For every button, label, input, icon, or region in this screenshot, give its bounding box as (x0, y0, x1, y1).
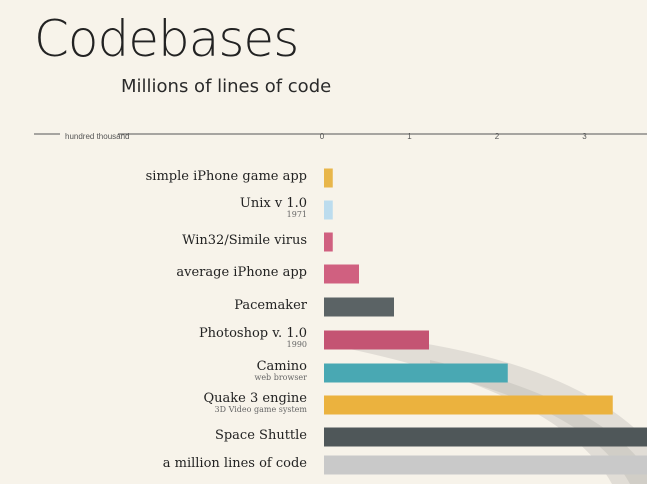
tick-label: 0 (320, 132, 325, 141)
bar (324, 168, 333, 188)
bar (324, 232, 333, 252)
tick-label: 2 (495, 132, 500, 141)
bar (324, 264, 359, 284)
category-label: Unix v 1.0 1971 (240, 197, 307, 219)
tick-label: 1 (407, 132, 412, 141)
category-label: Photoshop v. 1.0 1990 (199, 327, 307, 349)
category-label: simple iPhone game app (146, 170, 307, 183)
category-sublabel: 3D Video game system (214, 405, 307, 414)
category-name: a million lines of code (162, 456, 307, 471)
category-name: Photoshop v. 1.0 (198, 326, 307, 341)
axis-unit-label: hundred thousand (65, 132, 130, 141)
tick-label: 3 (582, 132, 587, 141)
category-label: average iPhone app (176, 266, 307, 279)
bar (324, 395, 613, 415)
category-name: Quake 3 engine (203, 391, 308, 406)
bar (324, 363, 508, 383)
category-sublabel: 1990 (286, 340, 307, 349)
category-sublabel: web browser (254, 373, 307, 382)
category-name: Win32/Simile virus (182, 233, 307, 248)
category-label: Pacemaker (234, 299, 307, 312)
category-label: Quake 3 engine 3D Video game system (204, 392, 308, 414)
category-label: Camino web browser (254, 360, 307, 382)
category-label: Win32/Simile virus (182, 234, 307, 247)
category-sublabel: 1971 (286, 210, 307, 219)
category-name: Pacemaker (234, 298, 307, 313)
bar (324, 330, 429, 350)
chart-subtitle: Millions of lines of code (121, 76, 332, 97)
category-name: Unix v 1.0 (239, 196, 307, 211)
category-label: Space Shuttle (215, 429, 307, 442)
bar (324, 427, 647, 447)
category-name: simple iPhone game app (145, 169, 307, 184)
chart-title: Codebases (34, 10, 299, 68)
category-name: average iPhone app (176, 265, 307, 280)
bar (324, 297, 394, 317)
category-label: a million lines of code (163, 457, 307, 470)
category-name: Camino (256, 359, 307, 374)
bar (324, 455, 647, 475)
category-name: Space Shuttle (214, 428, 307, 443)
bar (324, 200, 333, 220)
